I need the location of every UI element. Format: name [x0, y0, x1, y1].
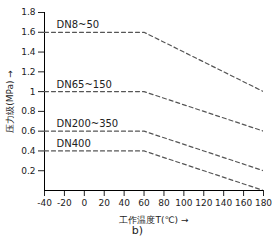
svg-text:DN8~50: DN8~50	[57, 19, 100, 30]
svg-text:1: 1	[30, 86, 36, 96]
svg-text:20: 20	[99, 198, 111, 208]
svg-text:60: 60	[138, 198, 150, 208]
svg-text:40: 40	[118, 198, 130, 208]
svg-text:0: 0	[81, 198, 87, 208]
svg-text:120: 120	[195, 198, 212, 208]
svg-text:0.6: 0.6	[21, 126, 36, 136]
svg-text:1.6: 1.6	[21, 27, 36, 37]
svg-text:压力级(MPa) →: 压力级(MPa) →	[5, 70, 15, 133]
svg-text:100: 100	[175, 198, 192, 208]
svg-text:DN65~150: DN65~150	[57, 79, 112, 90]
svg-text:DN200~350: DN200~350	[57, 118, 119, 129]
svg-text:140: 140	[215, 198, 232, 208]
svg-text:80: 80	[158, 198, 170, 208]
svg-text:1.8: 1.8	[21, 7, 36, 17]
svg-text:1.2: 1.2	[21, 67, 35, 77]
svg-text:工作温度T(℃) →: 工作温度T(℃) →	[119, 215, 188, 225]
svg-text:180: 180	[255, 198, 272, 208]
svg-text:1.4: 1.4	[21, 47, 36, 57]
svg-text:-20: -20	[57, 198, 72, 208]
svg-text:160: 160	[235, 198, 252, 208]
svg-text:0.4: 0.4	[21, 146, 36, 156]
svg-text:-40: -40	[37, 198, 52, 208]
svg-text:DN400: DN400	[57, 138, 91, 149]
svg-text:0.8: 0.8	[21, 106, 36, 116]
html-text:b): b)	[131, 224, 144, 237]
svg-text:0.2: 0.2	[21, 166, 35, 176]
